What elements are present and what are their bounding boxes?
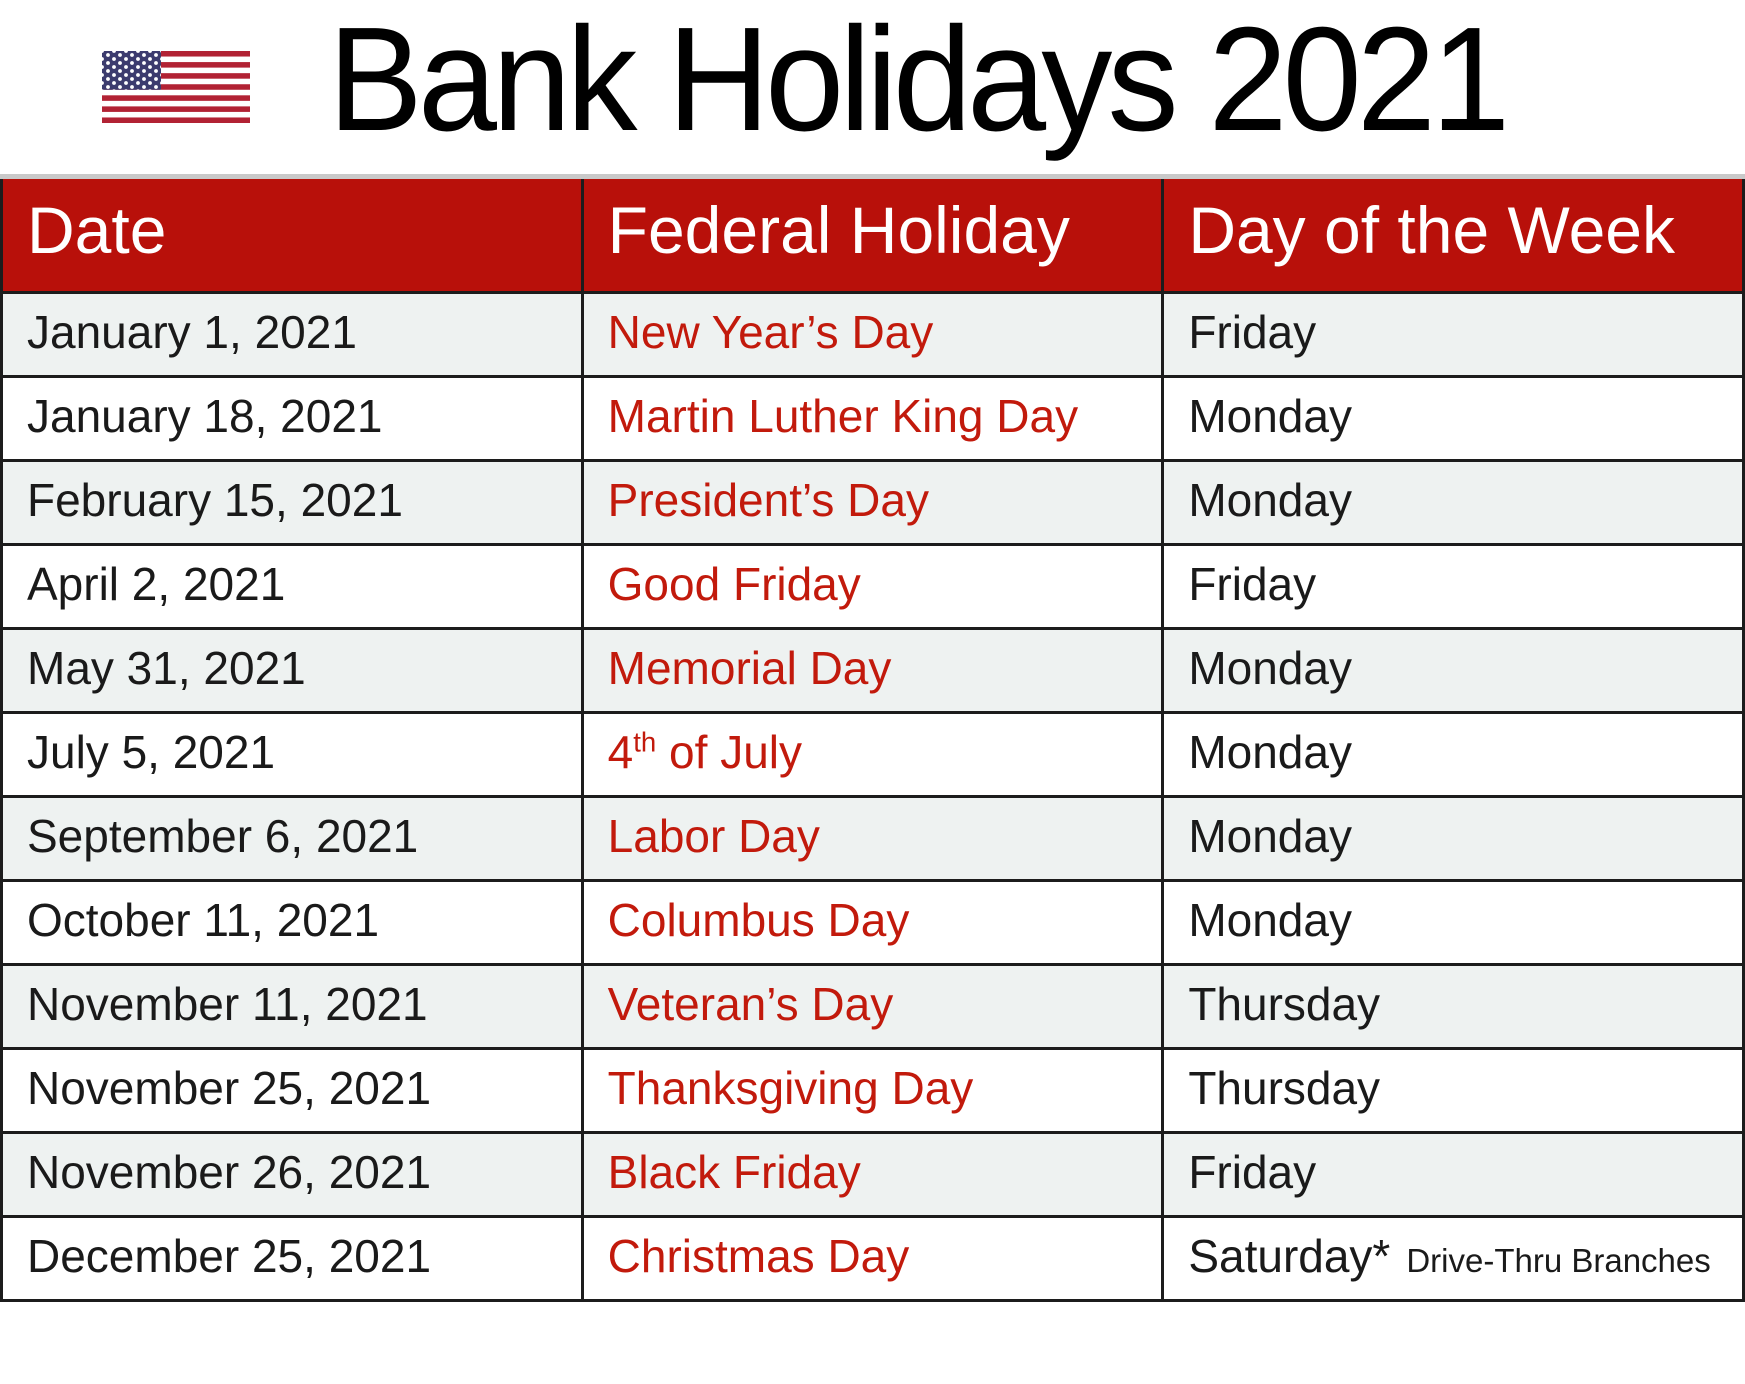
holiday-cell: Black Friday <box>580 1131 1165 1218</box>
holiday-cell: Good Friday <box>580 543 1165 630</box>
date-cell: November 26, 2021 <box>0 1131 584 1218</box>
table-row: November 26, 2021 Black Friday Friday <box>0 1131 1745 1218</box>
header-row: Date Federal Holiday Day of the Week <box>0 174 1745 294</box>
holiday-cell: Columbus Day <box>580 879 1165 966</box>
table-row: February 15, 2021 President’s Day Monday <box>0 459 1745 546</box>
holiday-cell: Memorial Day <box>580 627 1165 714</box>
date-cell: April 2, 2021 <box>0 543 584 630</box>
holiday-cell: 4th of July <box>580 711 1165 798</box>
table-row: November 11, 2021 Veteran’s Day Thursday <box>0 963 1745 1050</box>
date-cell: February 15, 2021 <box>0 459 584 546</box>
day-value: Monday <box>1188 893 1352 946</box>
day-value: Friday <box>1188 305 1317 358</box>
day-cell: Friday <box>1161 543 1745 630</box>
holiday-cell: Labor Day <box>580 795 1165 882</box>
date-cell: September 6, 2021 <box>0 795 584 882</box>
day-value: Thursday <box>1188 1061 1381 1114</box>
date-cell: December 25, 2021 <box>0 1215 584 1302</box>
day-cell: Saturday* Drive-Thru Branches <box>1161 1215 1745 1302</box>
day-cell: Monday <box>1161 795 1745 882</box>
day-cell: Monday <box>1161 375 1745 462</box>
column-header-date: Date <box>0 174 584 294</box>
day-value: Monday <box>1188 725 1352 778</box>
day-cell: Friday <box>1161 291 1745 378</box>
column-header-day: Day of the Week <box>1161 174 1745 294</box>
holiday-cell: New Year’s Day <box>580 291 1165 378</box>
holiday-cell: President’s Day <box>580 459 1165 546</box>
day-cell: Thursday <box>1161 963 1745 1050</box>
table-row: May 31, 2021 Memorial Day Monday <box>0 627 1745 714</box>
holiday-cell: Thanksgiving Day <box>580 1047 1165 1134</box>
holiday-table-header: Date Federal Holiday Day of the Week <box>0 174 1745 294</box>
day-cell: Monday <box>1161 711 1745 798</box>
table-row: January 1, 2021 New Year’s Day Friday <box>0 291 1745 378</box>
holiday-cell: Veteran’s Day <box>580 963 1165 1050</box>
day-note: Drive-Thru Branches <box>1406 1241 1711 1279</box>
date-cell: July 5, 2021 <box>0 711 584 798</box>
masthead: Bank Holidays 2021 <box>0 0 1745 174</box>
date-cell: November 11, 2021 <box>0 963 584 1050</box>
date-cell: May 31, 2021 <box>0 627 584 714</box>
table-row: July 5, 2021 4th of July Monday <box>0 711 1745 798</box>
date-cell: January 18, 2021 <box>0 375 584 462</box>
page-title: Bank Holidays 2021 <box>328 0 1510 162</box>
day-cell: Monday <box>1161 459 1745 546</box>
table-row: October 11, 2021 Columbus Day Monday <box>0 879 1745 966</box>
date-cell: January 1, 2021 <box>0 291 584 378</box>
day-value: Thursday <box>1188 977 1381 1030</box>
day-value: Monday <box>1188 389 1352 442</box>
table-row: April 2, 2021 Good Friday Friday <box>0 543 1745 630</box>
holiday-table: Date Federal Holiday Day of the Week Jan… <box>0 174 1745 1302</box>
day-cell: Friday <box>1161 1131 1745 1218</box>
table-row: January 18, 2021 Martin Luther King Day … <box>0 375 1745 462</box>
date-cell: October 11, 2021 <box>0 879 584 966</box>
holiday-cell: Christmas Day <box>580 1215 1165 1302</box>
holiday-cell: Martin Luther King Day <box>580 375 1165 462</box>
table-row: September 6, 2021 Labor Day Monday <box>0 795 1745 882</box>
table-row: November 25, 2021 Thanksgiving Day Thurs… <box>0 1047 1745 1134</box>
day-cell: Monday <box>1161 627 1745 714</box>
column-header-holiday: Federal Holiday <box>580 174 1165 294</box>
day-value: Friday <box>1188 1145 1317 1198</box>
day-value: Monday <box>1188 809 1352 862</box>
holiday-table-body: January 1, 2021 New Year’s Day Friday Ja… <box>0 291 1745 1302</box>
day-value: Monday <box>1188 641 1352 694</box>
date-cell: November 25, 2021 <box>0 1047 584 1134</box>
table-row: December 25, 2021 Christmas Day Saturday… <box>0 1215 1745 1302</box>
day-cell: Thursday <box>1161 1047 1745 1134</box>
day-cell: Monday <box>1161 879 1745 966</box>
day-value: Saturday* <box>1188 1229 1391 1282</box>
day-value: Friday <box>1188 557 1317 610</box>
us-flag-icon <box>102 51 250 123</box>
day-value: Monday <box>1188 473 1352 526</box>
